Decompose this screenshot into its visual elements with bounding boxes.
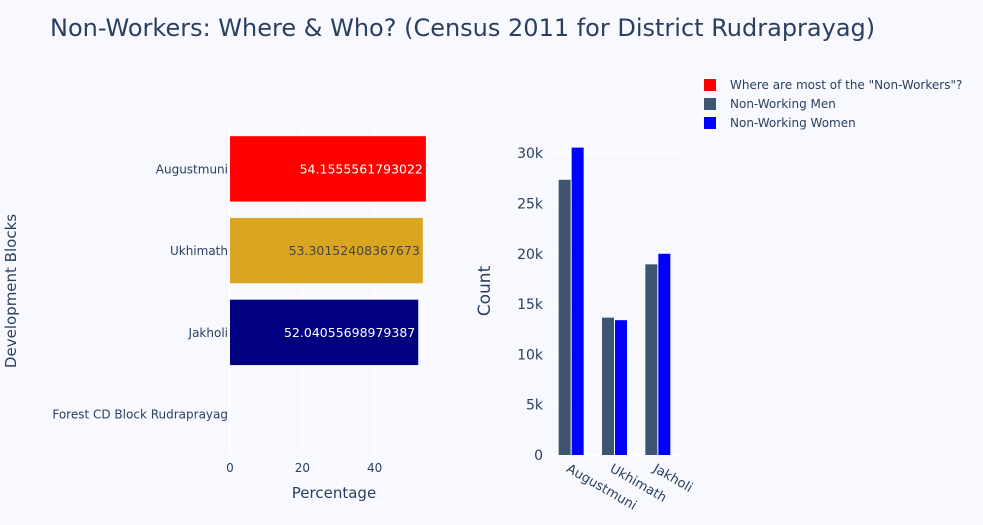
bar-value-label: 54.1555561793022 — [300, 161, 423, 176]
y-tick-label: 15k — [517, 297, 544, 313]
bar — [230, 136, 426, 202]
bar — [615, 320, 627, 455]
x-tick-label: 0 — [226, 461, 234, 475]
y-tick-label: 0 — [534, 448, 543, 464]
chart-title: Non-Workers: Where & Who? (Census 2011 f… — [50, 14, 875, 42]
legend-swatch — [704, 117, 716, 129]
bar — [658, 253, 671, 455]
left-bar-plot: 0 20 40 54.1555561793022 Augustmuni 53.301524… — [2, 128, 426, 502]
y-axis-title: Development Blocks — [2, 214, 20, 368]
bar — [230, 217, 423, 284]
y-tick-label: 5k — [526, 398, 544, 414]
legend-label: Non-Working Women — [730, 116, 856, 130]
bar — [230, 299, 419, 366]
legend-label: Non-Working Men — [730, 97, 836, 111]
y-tick-label: 10k — [517, 347, 544, 363]
legend-swatch — [704, 79, 716, 91]
bar-value-label: 52.04055698979387 — [284, 325, 415, 340]
x-tick-label: 40 — [367, 461, 382, 475]
y-tick-label: Jakholi — [188, 326, 228, 340]
legend[interactable]: Where are most of the "Non-Workers"? Non-… — [704, 78, 962, 130]
y-tick-label: 20k — [517, 247, 544, 263]
x-axis-title: Percentage — [292, 484, 376, 502]
legend-swatch — [704, 98, 716, 110]
bar — [602, 317, 614, 455]
y-tick-label: 25k — [517, 196, 544, 212]
bar-value-label: 53.30152408367673 — [289, 243, 420, 258]
right-bar-plot: 05k10k15k20k25k30kAugustmuniUkhimathJakh… — [475, 146, 695, 513]
y-axis-title: Count — [475, 265, 495, 316]
y-tick-label: Augustmuni — [156, 162, 228, 176]
bar — [558, 179, 571, 455]
bar — [571, 147, 584, 455]
y-tick-label: 30k — [517, 146, 544, 162]
y-tick-label: Ukhimath — [170, 244, 228, 258]
bar — [645, 264, 658, 455]
x-tick-label: 20 — [295, 461, 310, 475]
legend-label: Where are most of the "Non-Workers"? — [730, 78, 962, 92]
y-tick-label: Forest CD Block Rudraprayag — [52, 408, 228, 422]
